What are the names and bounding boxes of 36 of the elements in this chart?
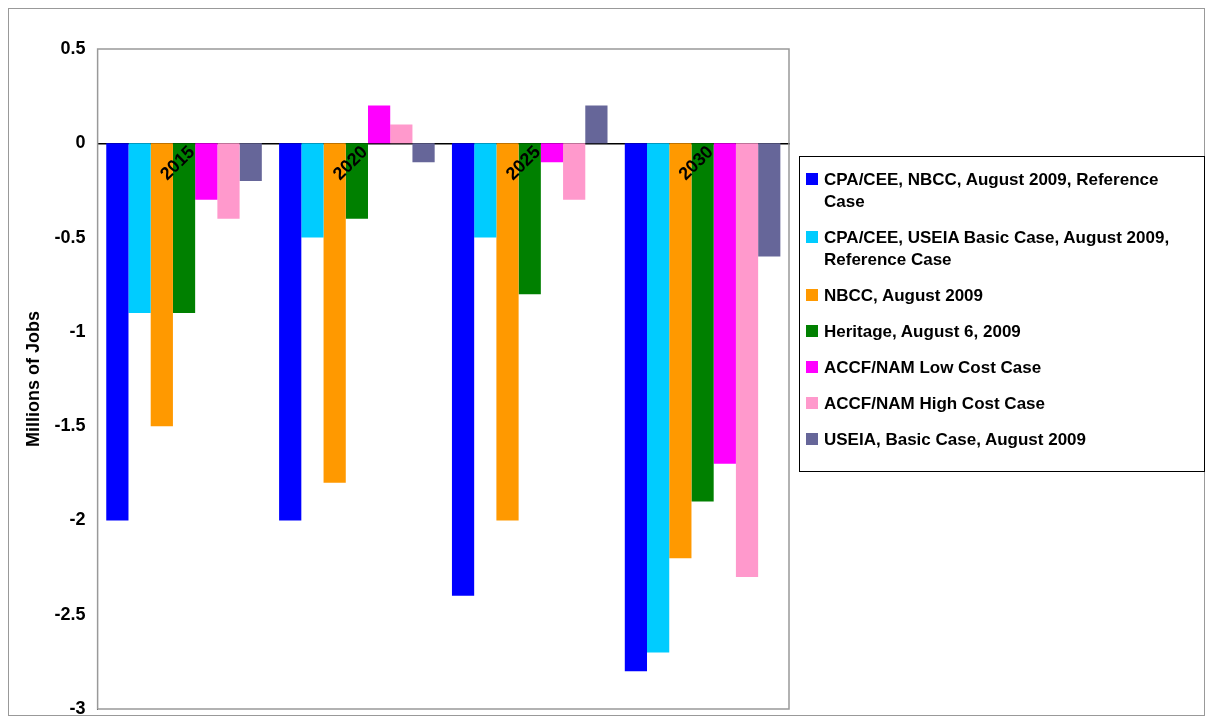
legend-label: Heritage, August 6, 2009	[824, 321, 1021, 343]
y-tick-label: -1.5	[54, 415, 86, 436]
bar	[368, 105, 391, 144]
bar	[195, 143, 218, 200]
bar	[540, 143, 564, 163]
y-tick-label: -2	[69, 509, 86, 530]
y-tick-label: -1	[69, 320, 86, 341]
bar	[301, 143, 324, 238]
bar	[585, 105, 608, 144]
bar	[106, 143, 129, 521]
y-tick-label: -2.5	[54, 603, 86, 624]
bar	[735, 143, 759, 577]
legend-label: CPA/CEE, NBCC, August 2009, Reference Case	[824, 169, 1160, 213]
legend-label: CPA/CEE, USEIA Basic Case, August 2009, Reference Case	[824, 227, 1171, 271]
y-tick-label: 0	[75, 132, 86, 153]
legend-label: NBCC, August 2009	[824, 285, 984, 307]
bar	[412, 143, 435, 163]
bar	[451, 143, 475, 596]
bar	[279, 143, 302, 521]
bar	[624, 143, 648, 672]
y-axis-title: Millions of Jobs	[22, 310, 43, 448]
bar	[474, 143, 497, 238]
bar	[390, 124, 413, 144]
y-tick-label: -0.5	[54, 226, 86, 247]
legend-label: USEIA, Basic Case, August 2009	[824, 429, 1087, 451]
bar	[563, 143, 586, 200]
legend-label: ACCF/NAM High Cost Case	[824, 393, 1046, 415]
bar	[758, 143, 781, 257]
bar	[713, 143, 736, 464]
bar	[647, 143, 670, 653]
y-tick-label: 0.5	[60, 37, 86, 58]
legend-label: ACCF/NAM Low Cost Case	[824, 357, 1042, 379]
bar	[217, 143, 240, 219]
y-tick-label: -3	[69, 697, 86, 718]
bar	[128, 143, 151, 313]
bar	[239, 143, 262, 181]
